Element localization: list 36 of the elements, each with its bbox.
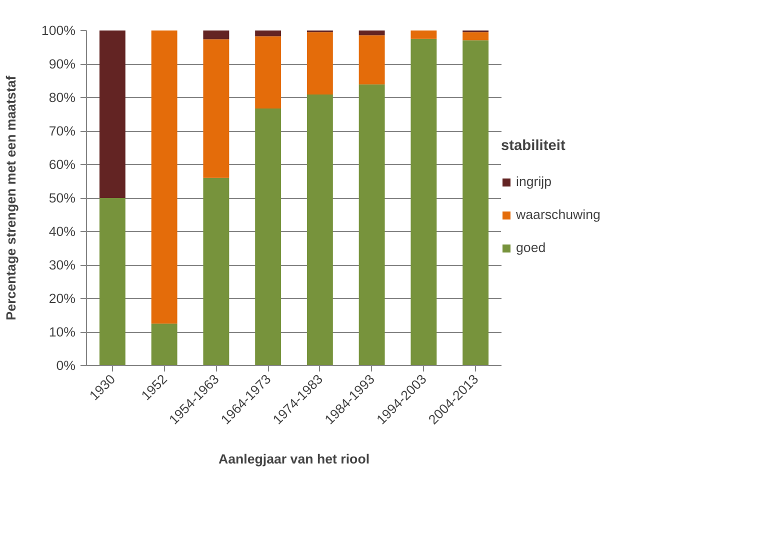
y-tick-label: 0% [56,358,76,373]
y-tick-label: 60% [48,157,76,172]
legend-label: ingrijp [516,174,552,189]
y-tick-label: 90% [48,56,76,72]
bar [203,178,230,366]
legend-label: goed [516,240,546,255]
y-tick-label: 100% [41,23,76,38]
y-tick-label: 70% [48,124,76,138]
bar [151,324,178,366]
bar [358,30,385,36]
bar [410,38,437,366]
legend-label: waarschuwing [516,207,600,222]
bar [462,40,489,366]
y-tick-label: 50% [48,190,76,206]
y-tick-label: 40% [48,224,76,239]
bar [203,30,230,40]
bar [255,108,282,366]
y-tick-label: 10% [48,324,76,340]
y-tick-label: 80% [48,90,76,105]
bar [255,36,282,109]
legend-title: stabiliteit [501,138,566,154]
bar [462,32,489,40]
bar [151,30,178,324]
bar [306,32,333,94]
bar [99,198,126,366]
bar [410,30,437,39]
x-axis-title: Aanlegjaar van het riool [218,452,370,467]
bar [306,94,333,366]
y-axis-title: Percentage strengen met een maatstaf [3,75,18,320]
y-tick-label: 20% [48,291,76,306]
y-tick-label: 30% [48,258,76,272]
bar [255,30,282,36]
bar [358,35,385,84]
bar [99,30,126,198]
bar [358,84,385,366]
bar [203,39,230,178]
